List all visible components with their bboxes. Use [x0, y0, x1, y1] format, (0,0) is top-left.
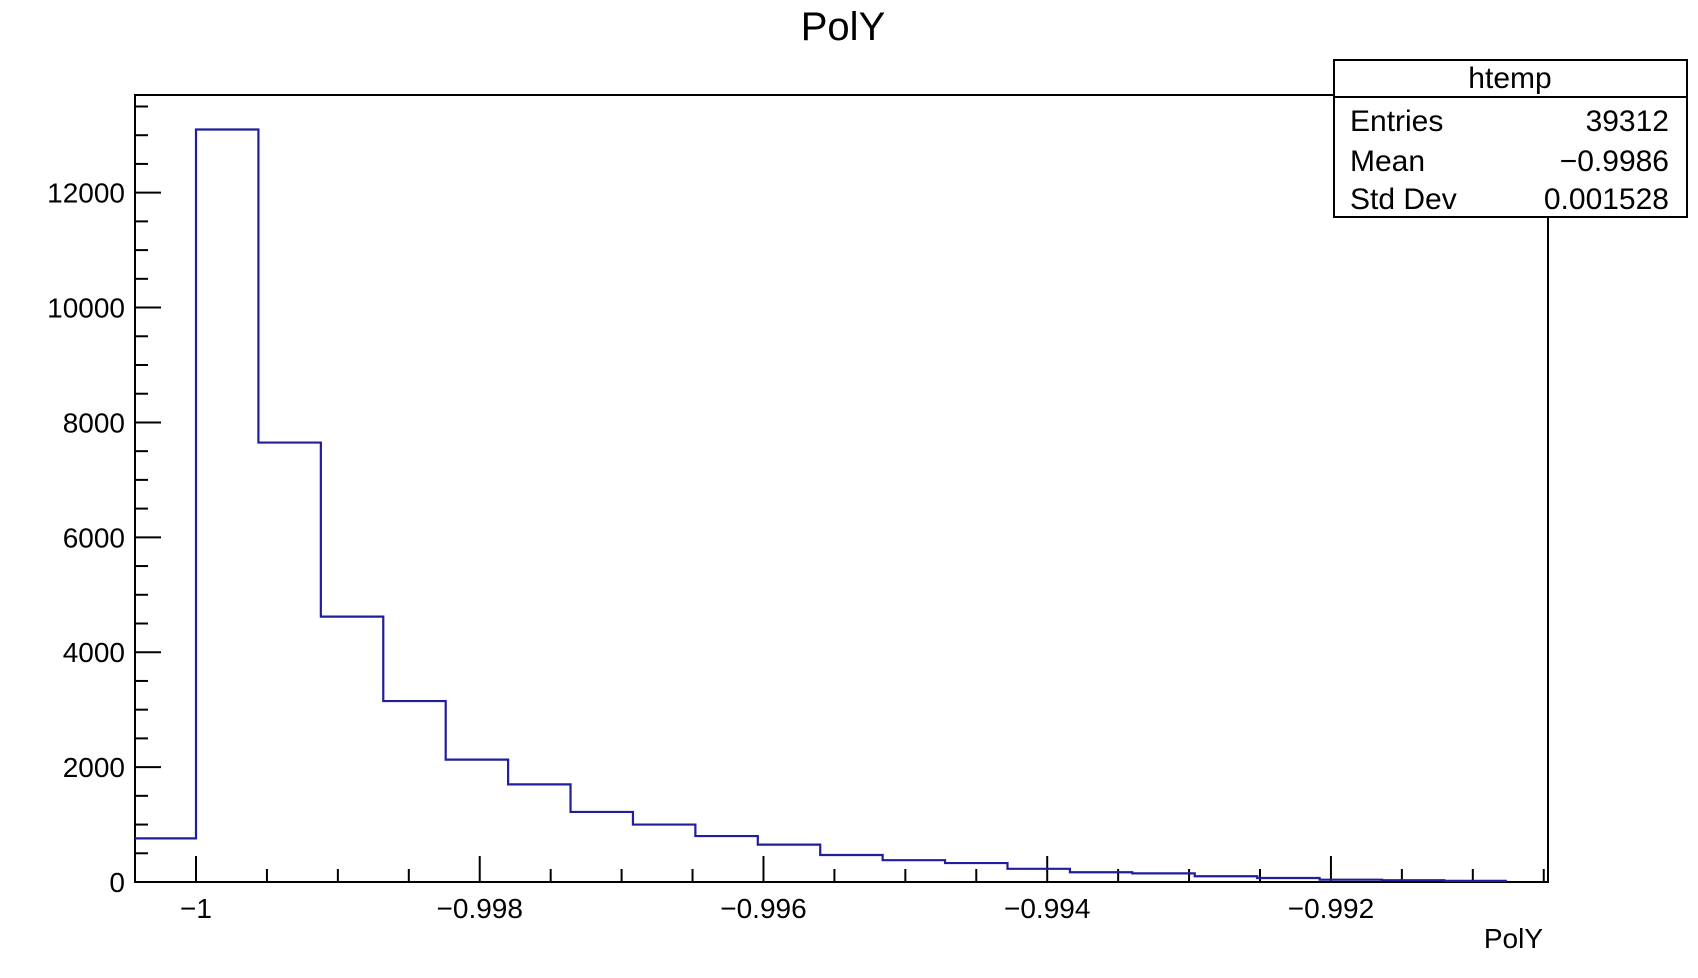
y-axis-tick-labels: 0 2000 4000 6000 8000 10000 12000 [47, 178, 125, 898]
stats-box: htemp Entries 39312 Mean −0.9986 Std Dev… [1333, 59, 1688, 218]
x-tick-label: −0.998 [437, 893, 523, 924]
y-axis-ticks [135, 105, 161, 883]
x-axis-title: PolY [1484, 923, 1543, 954]
stats-mean-label: Mean [1350, 145, 1425, 178]
y-tick-label: 0 [109, 867, 125, 898]
plot-frame [134, 94, 1549, 883]
y-tick-label: 12000 [47, 178, 125, 209]
histogram-outline [135, 128, 1507, 882]
x-axis-ticks [195, 856, 1545, 882]
x-axis-tick-labels: −1 −0.998 −0.996 −0.994 −0.992 [180, 893, 1374, 924]
stats-entries-value: 39312 [1586, 105, 1669, 138]
y-tick-label: 2000 [63, 752, 125, 783]
x-tick-label: −0.996 [720, 893, 806, 924]
chart-title: PolY [801, 5, 886, 49]
x-tick-label: −0.992 [1288, 893, 1374, 924]
y-tick-label: 8000 [63, 407, 125, 438]
x-tick-label: −1 [180, 893, 212, 924]
y-tick-label: 10000 [47, 293, 125, 324]
stats-entries-label: Entries [1350, 105, 1443, 138]
stats-box-title: htemp [1468, 62, 1551, 95]
stats-mean-value: −0.9986 [1560, 145, 1669, 178]
y-tick-label: 4000 [63, 637, 125, 668]
x-tick-label: −0.994 [1004, 893, 1090, 924]
stats-stddev-value: 0.001528 [1544, 183, 1669, 216]
stats-stddev-label: Std Dev [1350, 183, 1457, 216]
y-tick-label: 6000 [63, 522, 125, 553]
stats-box-frame [1333, 59, 1688, 218]
